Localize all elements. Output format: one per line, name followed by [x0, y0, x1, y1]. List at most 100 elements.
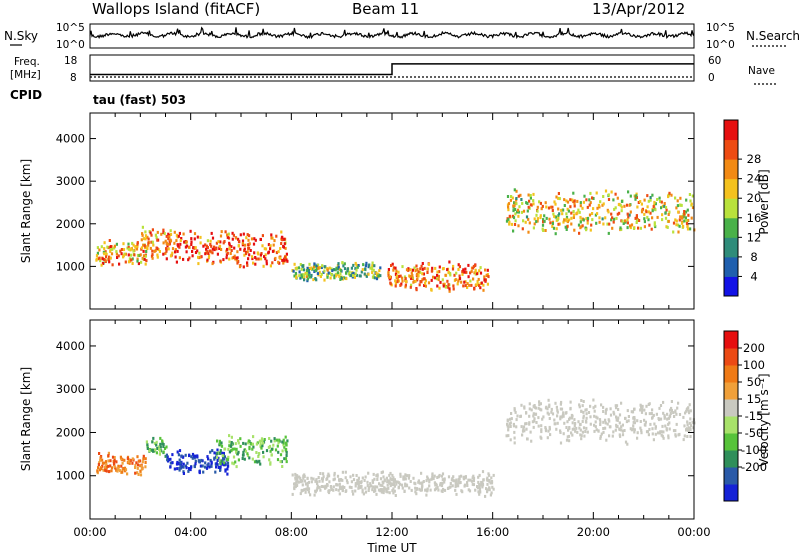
echo-cell	[433, 474, 436, 478]
echo-cell	[486, 490, 489, 494]
echo-cell	[319, 488, 322, 492]
echo-cell	[139, 253, 142, 257]
echo-cell	[255, 257, 258, 261]
echo-cell	[509, 417, 512, 421]
echo-cell	[674, 410, 677, 414]
echo-cell	[553, 214, 556, 218]
echo-cell	[237, 239, 241, 243]
echo-cell	[623, 219, 627, 223]
echo-cell	[674, 429, 677, 433]
echo-cell	[512, 204, 515, 208]
echo-cell	[675, 206, 678, 210]
echo-cell	[139, 469, 142, 473]
echo-cell	[573, 204, 576, 208]
echo-cell	[454, 278, 457, 282]
echo-cell	[554, 215, 557, 219]
echo-cell	[441, 478, 444, 482]
noise-panel: N.Sky 10^5 10^0 10^5 10^0 N.Search	[4, 22, 800, 51]
echo-cell	[270, 439, 273, 443]
echo-cell	[307, 273, 310, 277]
echo-cell	[312, 265, 316, 269]
echo-cell	[218, 451, 222, 455]
echo-cell	[305, 272, 309, 276]
echo-cell	[115, 252, 118, 256]
echo-cell	[599, 423, 602, 426]
echo-cell	[382, 475, 385, 479]
echo-cell	[285, 460, 288, 464]
echo-cell	[248, 253, 251, 257]
echo-cell	[557, 196, 560, 200]
echo-cell	[585, 408, 588, 412]
echo-cell	[99, 259, 102, 263]
echo-cell	[440, 484, 444, 488]
echo-cell	[370, 266, 373, 270]
echo-cell	[461, 270, 464, 274]
echo-cell	[192, 246, 195, 250]
echo-cell	[178, 449, 182, 453]
echo-cell	[145, 440, 148, 444]
echo-cell	[427, 262, 431, 266]
echo-cell	[178, 256, 181, 260]
echo-cell	[231, 231, 234, 235]
echo-cell	[312, 278, 315, 282]
echo-cell	[592, 406, 595, 410]
echo-cell	[219, 462, 222, 466]
echo-cell	[404, 280, 408, 283]
echo-cell	[295, 276, 298, 280]
echo-cell	[557, 214, 560, 218]
echo-cell	[182, 462, 185, 466]
echo-cell	[180, 465, 184, 469]
echo-cell	[409, 275, 412, 279]
echo-cell	[98, 256, 101, 260]
echo-cell	[267, 250, 270, 254]
echo-cell	[396, 274, 399, 278]
echo-cell	[636, 205, 639, 209]
echo-cell	[191, 456, 194, 460]
echo-cell	[306, 484, 309, 488]
echo-cell	[247, 257, 250, 261]
echo-cell	[381, 484, 384, 488]
echo-cell	[588, 203, 591, 207]
echo-cell	[562, 414, 565, 417]
echo-cell	[633, 407, 636, 411]
echo-cell	[565, 426, 568, 429]
x-tick-label: 00:00	[677, 525, 710, 539]
echo-cell	[327, 472, 330, 476]
y-tick-label: 1000	[56, 469, 85, 483]
echo-cell	[615, 418, 618, 422]
echo-cell	[514, 410, 517, 414]
echo-cell	[639, 408, 642, 412]
echo-cell	[237, 244, 240, 248]
echo-cell	[463, 484, 466, 488]
y-tick-label: 1000	[56, 259, 85, 273]
echo-cell	[567, 428, 570, 432]
echo-cell	[551, 222, 554, 225]
echo-cell	[550, 407, 553, 411]
echo-cell	[253, 460, 257, 464]
echo-cell	[283, 242, 286, 246]
echo-cell	[228, 434, 231, 438]
echo-cell	[659, 417, 663, 421]
echo-cell	[176, 460, 179, 464]
echo-cell	[220, 230, 223, 234]
echo-cell	[264, 253, 267, 257]
echo-cell	[110, 252, 114, 256]
echo-cell	[107, 459, 110, 463]
echo-cell	[688, 421, 691, 425]
echo-cell	[682, 438, 685, 442]
echo-cell	[485, 273, 488, 277]
echo-cell	[352, 263, 355, 267]
echo-cell	[513, 201, 516, 205]
echo-cell	[691, 420, 694, 424]
echo-cell	[426, 267, 429, 271]
echo-cell	[582, 426, 586, 430]
echo-cell	[667, 436, 670, 440]
echo-cell	[261, 444, 264, 448]
echo-cell	[534, 412, 538, 416]
echo-cell	[513, 407, 516, 411]
echo-cell	[219, 234, 223, 238]
echo-cell	[664, 424, 667, 428]
echo-cell	[218, 247, 221, 250]
echo-cell	[456, 482, 459, 486]
echo-cell	[452, 479, 455, 483]
